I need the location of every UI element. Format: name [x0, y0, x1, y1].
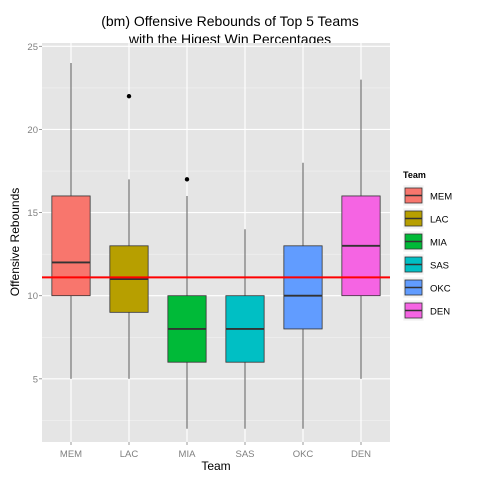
- x-tick-label: SAS: [235, 449, 254, 460]
- box-body: [283, 245, 323, 330]
- y-tick-label: 20: [27, 125, 38, 136]
- x-tick-label: LAC: [120, 449, 139, 460]
- x-tick-label: MIA: [179, 449, 197, 460]
- box-body: [51, 195, 91, 297]
- x-axis-label: Team: [201, 459, 230, 473]
- box-okc: [283, 162, 323, 429]
- plot-panel: [42, 43, 390, 442]
- y-axis-label: Offensive Rebounds: [8, 188, 22, 297]
- y-tick-label: 10: [27, 291, 38, 302]
- y-tick-labels: 5 10 15 20 25: [27, 42, 42, 385]
- legend-label: MEM: [430, 192, 452, 203]
- legend-label: MIA: [430, 238, 448, 249]
- legend: Team MEM LAC MIA SAS OKC DEN: [402, 170, 452, 322]
- y-tick-label: 25: [27, 42, 38, 53]
- legend-item-lac: LAC: [402, 207, 449, 230]
- box-mia: [167, 177, 207, 429]
- box-lac: [109, 94, 149, 379]
- legend-label: SAS: [430, 261, 449, 272]
- box-sas: [225, 229, 265, 429]
- legend-item-okc: OKC: [402, 276, 451, 299]
- legend-item-mia: MIA: [402, 230, 448, 253]
- legend-label: LAC: [430, 215, 449, 226]
- legend-title: Team: [403, 170, 426, 180]
- x-tick-label: OKC: [293, 449, 314, 460]
- boxes: [51, 62, 381, 429]
- outlier-point: [184, 177, 190, 182]
- legend-items: MEM LAC MIA SAS OKC DEN: [402, 184, 452, 322]
- y-tick-label: 15: [27, 208, 38, 219]
- box-den: [341, 79, 381, 379]
- x-tick-label: MEM: [60, 449, 82, 460]
- chart-title-line1: (bm) Offensive Rebounds of Top 5 Teams: [101, 13, 359, 29]
- legend-label: OKC: [430, 284, 451, 295]
- legend-item-den: DEN: [402, 299, 450, 322]
- outlier-point: [126, 94, 132, 99]
- legend-item-sas: SAS: [402, 253, 449, 276]
- legend-item-mem: MEM: [402, 184, 452, 207]
- x-tick-labels: MEM LAC MIA SAS OKC DEN: [60, 442, 371, 460]
- x-tick-label: DEN: [351, 449, 371, 460]
- legend-label: DEN: [430, 307, 450, 318]
- box-mem: [51, 62, 91, 379]
- y-tick-label: 5: [33, 374, 38, 385]
